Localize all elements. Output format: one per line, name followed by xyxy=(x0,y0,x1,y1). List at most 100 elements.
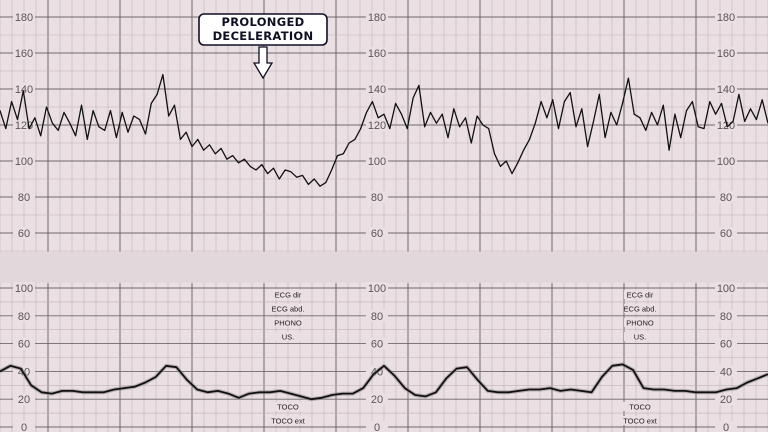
fhr-point xyxy=(51,122,53,124)
fhr-point xyxy=(46,106,47,108)
fhr-point xyxy=(639,117,641,119)
fhr-point xyxy=(249,165,251,167)
toco-point xyxy=(456,368,458,370)
mode-label-bg xyxy=(624,332,656,341)
fhr-point xyxy=(371,101,373,103)
toco-tick-label: 20 xyxy=(371,394,383,406)
toco-tick-label: 80 xyxy=(371,311,383,323)
fhr-point xyxy=(424,126,426,128)
fhr-point xyxy=(593,120,594,122)
fhr-point xyxy=(668,149,670,151)
toco-point xyxy=(622,363,624,365)
fhr-tick-bg xyxy=(13,47,35,59)
mode-label-bg xyxy=(624,290,656,299)
toco-tick-bg xyxy=(366,393,388,406)
fhr-point xyxy=(494,153,495,155)
toco-point xyxy=(549,387,551,389)
toco-tick-bg xyxy=(366,282,388,294)
fhr-tick-bg xyxy=(715,83,737,95)
fhr-point xyxy=(307,183,309,185)
toco-point xyxy=(72,390,74,392)
toco-point xyxy=(113,389,115,390)
toco-point xyxy=(259,391,260,393)
toco-point xyxy=(528,389,530,390)
fhr-point xyxy=(738,93,740,95)
fhr-point xyxy=(342,153,344,155)
fhr-point xyxy=(214,153,216,155)
fhr-point xyxy=(459,126,461,128)
toco-tick-bg xyxy=(715,393,737,406)
toco-point xyxy=(321,397,323,399)
mode-label: TOCO ext xyxy=(271,417,306,426)
fhr-point xyxy=(721,102,722,104)
toco-point xyxy=(487,390,489,392)
fhr-point xyxy=(482,124,484,126)
fhr-point xyxy=(302,174,303,176)
toco-point xyxy=(238,397,240,399)
fhr-point xyxy=(360,128,362,130)
fhr-point xyxy=(627,77,629,79)
toco-point xyxy=(20,368,22,370)
toco-point xyxy=(736,387,738,389)
mode-label-bg xyxy=(623,402,657,411)
fhr-point xyxy=(441,113,443,115)
fhr-point xyxy=(104,129,106,131)
toco-point xyxy=(425,395,426,397)
fhr-tick-label: 140 xyxy=(15,84,33,96)
fhr-point xyxy=(750,108,751,110)
fhr-point xyxy=(726,126,728,128)
mode-label-bg xyxy=(271,416,305,425)
mode-label: TOCO xyxy=(629,403,651,412)
toco-point xyxy=(643,387,644,389)
fhr-point xyxy=(657,124,658,126)
fhr-tick-label: 100 xyxy=(717,156,735,168)
fhr-point xyxy=(296,176,298,178)
mode-label-bg xyxy=(623,416,657,425)
toco-point xyxy=(300,395,302,397)
mode-label-bg xyxy=(272,318,304,327)
toco-point xyxy=(331,394,333,396)
fhr-point xyxy=(133,115,135,117)
fhr-point xyxy=(563,101,565,103)
fhr-point xyxy=(162,74,164,76)
fhr-tick-label: 60 xyxy=(371,228,383,240)
toco-point xyxy=(746,382,748,383)
fhr-point xyxy=(40,135,42,137)
fhr-point xyxy=(610,111,612,113)
toco-tick-label: 60 xyxy=(18,339,30,351)
fhr-point xyxy=(220,147,222,149)
fhr-point xyxy=(499,165,501,167)
fhr-point xyxy=(273,167,274,169)
fhr-point xyxy=(686,110,687,112)
fhr-point xyxy=(337,155,338,157)
mode-label: US. xyxy=(282,333,295,342)
toco-point xyxy=(269,391,271,393)
fhr-tick-label: 80 xyxy=(371,192,383,204)
fhr-tick-label: 100 xyxy=(15,156,33,168)
toco-tick-bg xyxy=(715,309,737,322)
fhr-tick-label: 160 xyxy=(368,48,386,60)
toco-tick-label: 100 xyxy=(15,283,33,295)
toco-point xyxy=(207,391,209,393)
fhr-tick-label: 160 xyxy=(15,48,33,60)
fhr-point xyxy=(453,108,455,110)
fhr-tick-label: 80 xyxy=(720,192,732,204)
toco-point xyxy=(508,391,509,393)
fhr-tick-bg xyxy=(715,155,737,167)
fhr-point xyxy=(69,122,71,124)
fhr-point xyxy=(75,135,77,137)
toco-point xyxy=(476,379,478,381)
fhr-point xyxy=(761,99,763,101)
toco-tick-bg xyxy=(715,337,737,350)
fhr-tick-bg xyxy=(715,11,737,23)
fhr-point xyxy=(168,115,170,117)
toco-tick-bg xyxy=(366,337,388,350)
mode-label: PHONO xyxy=(274,319,302,328)
fhr-point xyxy=(28,128,30,130)
arrow-down-icon xyxy=(252,46,274,80)
toco-point xyxy=(414,394,416,396)
fhr-tick-bg xyxy=(366,47,388,59)
fhr-point xyxy=(546,117,548,119)
fhr-tick-bg xyxy=(715,47,737,59)
toco-point xyxy=(674,390,676,392)
